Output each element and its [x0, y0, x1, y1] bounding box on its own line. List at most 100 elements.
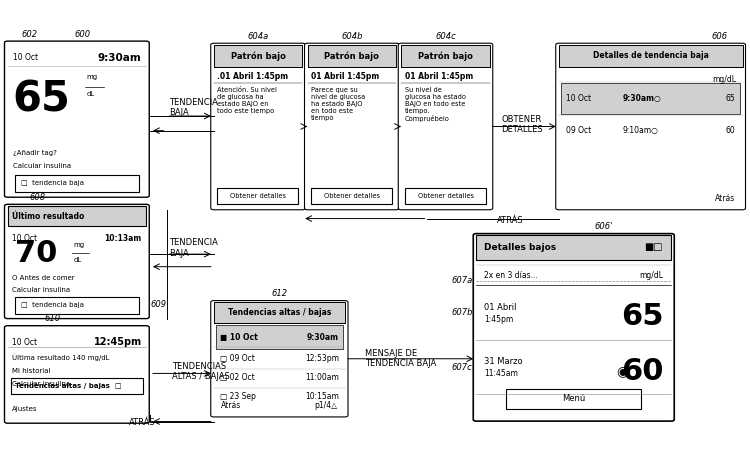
Text: TENDENCIA
BAJA: TENDENCIA BAJA [169, 238, 217, 257]
Text: Patrón bajo: Patrón bajo [324, 51, 380, 60]
Text: 11:45am: 11:45am [484, 369, 518, 378]
FancyBboxPatch shape [4, 326, 149, 423]
Text: 01 Abril 1:45pm: 01 Abril 1:45pm [405, 72, 473, 81]
Text: 10:15am: 10:15am [305, 392, 339, 401]
Text: Atención. Su nivel
de glucosa ha
estado BAJO en
todo este tiempo: Atención. Su nivel de glucosa ha estado … [217, 87, 278, 114]
Text: 609: 609 [150, 300, 166, 309]
Text: TENDENCIA
BAJA: TENDENCIA BAJA [169, 98, 217, 117]
FancyBboxPatch shape [398, 43, 493, 210]
Text: .01 Abril 1:45pm: .01 Abril 1:45pm [217, 72, 289, 81]
Text: 09 Oct: 09 Oct [566, 126, 592, 135]
Text: 612: 612 [272, 289, 287, 298]
Bar [216, 325, 343, 349]
Bar [214, 45, 302, 67]
Text: □  tendencia baja: □ tendencia baja [21, 302, 84, 308]
Text: 60: 60 [621, 357, 664, 386]
Bar [559, 45, 742, 67]
Text: dL: dL [86, 91, 94, 97]
Text: 65: 65 [725, 94, 735, 103]
Text: 607a: 607a [452, 276, 472, 285]
Text: □  tendencia baja: □ tendencia baja [21, 180, 84, 186]
Bar [11, 378, 142, 394]
Text: 600: 600 [74, 30, 91, 39]
Text: 12:53pm: 12:53pm [305, 354, 339, 363]
Text: TENDENCIAS
ALTAS / BAJAS: TENDENCIAS ALTAS / BAJAS [172, 362, 230, 381]
Text: Último resultado: Último resultado [12, 212, 84, 220]
Text: Patrón bajo: Patrón bajo [418, 51, 473, 60]
Bar [308, 45, 396, 67]
Text: Patrón bajo: Patrón bajo [230, 51, 286, 60]
Text: mg: mg [86, 74, 98, 80]
FancyBboxPatch shape [4, 41, 149, 197]
Text: 607c: 607c [452, 363, 472, 372]
Text: 10:13am: 10:13am [104, 234, 142, 243]
FancyBboxPatch shape [211, 301, 348, 417]
Text: Tendencias altas / bajas: Tendencias altas / bajas [228, 308, 331, 317]
Bar [214, 302, 345, 323]
Text: Mi historial: Mi historial [12, 369, 50, 374]
Text: 608: 608 [29, 193, 46, 202]
Text: Obtener detalles: Obtener detalles [230, 193, 286, 199]
Text: Atrás: Atrás [221, 401, 242, 410]
Text: 604b: 604b [341, 32, 362, 40]
Text: 10 Oct: 10 Oct [566, 94, 591, 103]
Text: Parece que su
nivel de glucosa
ha estado BAJO
en todo este
tiempo: Parece que su nivel de glucosa ha estado… [311, 87, 365, 121]
Text: 31 Marzo: 31 Marzo [484, 357, 522, 366]
Text: 65: 65 [12, 78, 70, 120]
Text: 9:30am: 9:30am [307, 333, 339, 342]
Text: 10 Oct: 10 Oct [12, 338, 37, 347]
Text: 604a: 604a [248, 32, 268, 40]
Bar [405, 188, 486, 204]
Text: 2x en 3 días...: 2x en 3 días... [484, 270, 538, 279]
Text: 607b: 607b [451, 308, 472, 317]
Text: 9:30am: 9:30am [98, 53, 141, 63]
FancyBboxPatch shape [556, 43, 746, 210]
FancyBboxPatch shape [211, 43, 305, 210]
Text: 606: 606 [712, 32, 728, 40]
Bar [15, 175, 139, 192]
Text: ■ 10 Oct: ■ 10 Oct [220, 333, 257, 342]
Text: 01 Abril: 01 Abril [484, 303, 516, 312]
Text: FIG. 5B: FIG. 5B [248, 449, 322, 450]
Text: Menú: Menú [562, 395, 585, 404]
Text: 12:45pm: 12:45pm [94, 337, 142, 347]
Text: 70: 70 [15, 239, 57, 269]
Text: Obtener detalles: Obtener detalles [324, 193, 380, 199]
Text: □ 23 Sep: □ 23 Sep [220, 392, 256, 401]
Bar [401, 45, 490, 67]
Text: 10 Oct: 10 Oct [13, 53, 38, 62]
Text: Ajustes: Ajustes [12, 405, 38, 412]
Text: mg/dL: mg/dL [640, 270, 664, 279]
Text: □ 09 Oct: □ 09 Oct [220, 354, 254, 363]
Text: ATRÁS: ATRÁS [129, 418, 156, 427]
Text: Detalles bajos: Detalles bajos [484, 243, 556, 252]
Bar [217, 188, 298, 204]
Text: ■□: ■□ [644, 243, 662, 252]
Text: Detalles de tendencia baja: Detalles de tendencia baja [592, 51, 709, 60]
Text: 9:10am○: 9:10am○ [622, 126, 658, 135]
Text: 602: 602 [22, 30, 38, 39]
Text: 10 Oct: 10 Oct [12, 234, 37, 243]
Text: Atrás: Atrás [715, 194, 735, 203]
Text: 01 Abril 1:45pm: 01 Abril 1:45pm [311, 72, 380, 81]
Text: mg: mg [74, 242, 85, 248]
Text: 1:45pm: 1:45pm [484, 315, 513, 324]
Text: Calcular insulina: Calcular insulina [12, 287, 70, 292]
Text: Su nivel de
glucosa ha estado
BAJO en todo este
tiempo.
Compruébelo: Su nivel de glucosa ha estado BAJO en to… [405, 87, 466, 122]
Text: ATRÁS: ATRÁS [496, 216, 523, 225]
Text: 604c: 604c [435, 32, 456, 40]
Text: p1/4△: p1/4△ [314, 401, 338, 410]
Text: Calcular insulina: Calcular insulina [12, 381, 70, 387]
Text: 9:30am○: 9:30am○ [622, 94, 662, 103]
Text: O Antes de comer: O Antes de comer [12, 275, 74, 281]
Text: 60: 60 [725, 126, 735, 135]
Text: MENSAJE DE
TENDENCIA BAJA: MENSAJE DE TENDENCIA BAJA [365, 349, 436, 369]
Text: Tendencias altas / bajas  □: Tendencias altas / bajas □ [15, 383, 122, 389]
Bar [476, 235, 671, 260]
Bar [561, 83, 740, 114]
Text: mg/dL: mg/dL [712, 75, 736, 84]
Text: 610: 610 [44, 314, 61, 323]
Text: OBTENER
DETALLES: OBTENER DETALLES [501, 115, 542, 134]
Text: Última resultado 140 mg/dL: Última resultado 140 mg/dL [12, 353, 110, 361]
Text: ¿Añadir tag?: ¿Añadir tag? [13, 150, 57, 156]
